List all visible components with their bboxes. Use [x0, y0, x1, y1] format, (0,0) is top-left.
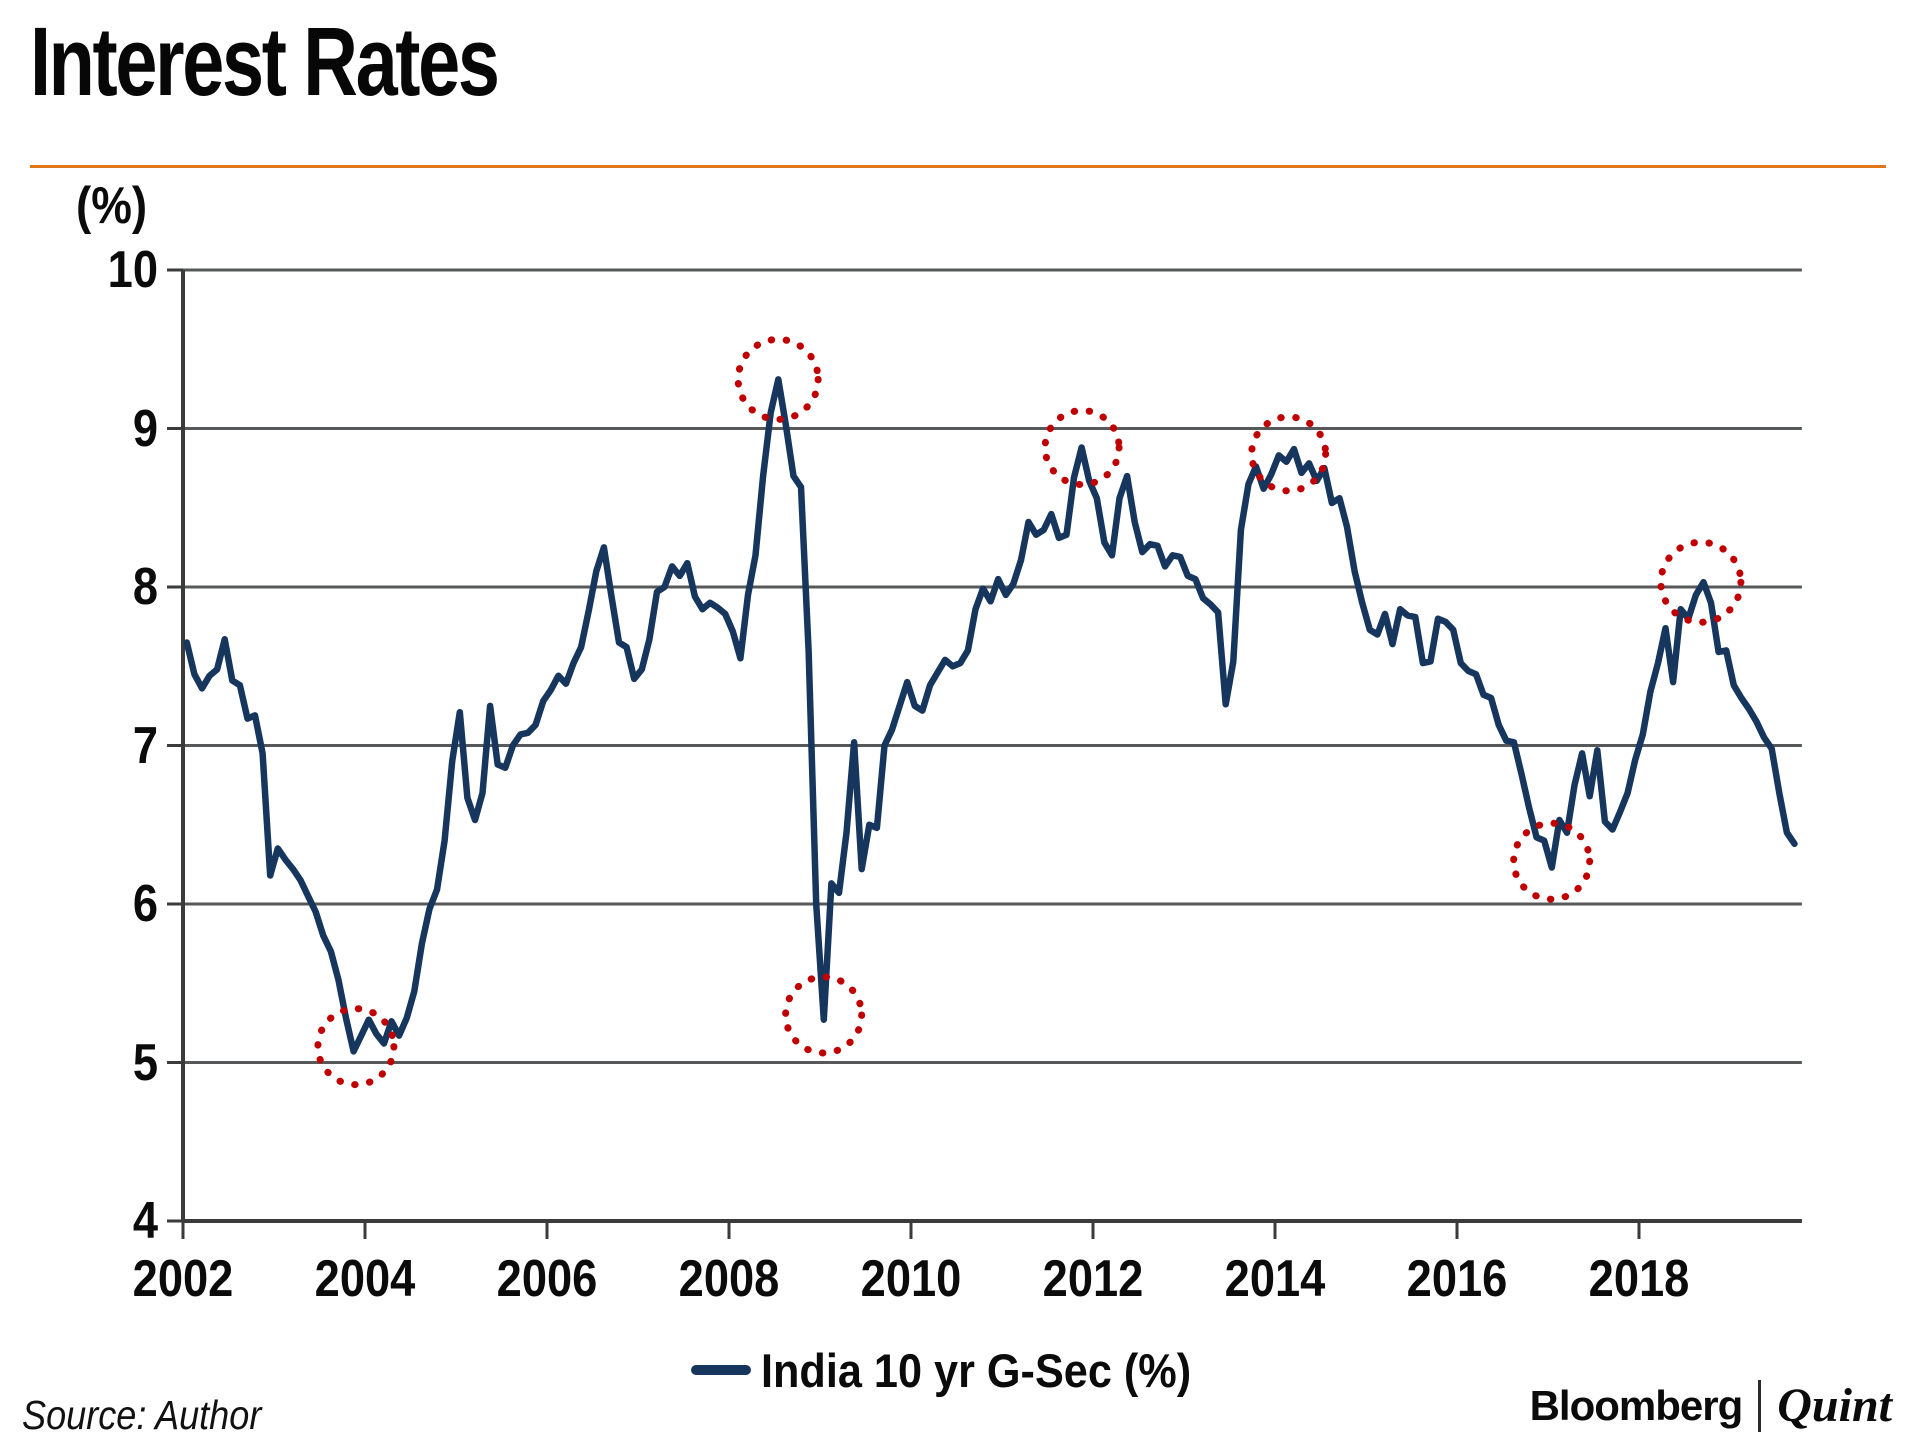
x-tick-label-2006: 2006 — [496, 1250, 598, 1308]
annotation-circle-trough-2003 — [314, 1005, 398, 1089]
annotation-circle-peak-2011 — [1041, 407, 1123, 489]
y-tick-label-7: 7 — [132, 716, 158, 775]
legend-line-marker — [691, 1365, 752, 1375]
chart-legend: India 10 yr G-Sec (%) — [0, 1338, 1920, 1402]
quint-wordmark: Quint — [1777, 1379, 1892, 1432]
y-tick-label-8: 8 — [132, 558, 158, 616]
y-tick-label-4: 4 — [132, 1192, 158, 1250]
annotation-circle-peak-2008 — [734, 335, 822, 423]
x-tick-label-2004: 2004 — [314, 1250, 416, 1308]
legend-series-label: India 10 yr G-Sec (%) — [761, 1343, 1192, 1397]
bloomberg-quint-logo: Bloomberg Quint — [1530, 1378, 1892, 1433]
accent-divider — [30, 165, 1886, 168]
x-tick-label-2008: 2008 — [678, 1250, 780, 1308]
x-tick-label-2018: 2018 — [1588, 1250, 1690, 1308]
annotation-circle-peak-2018 — [1657, 538, 1745, 626]
logo-divider-bar — [1758, 1379, 1762, 1432]
x-tick-label-2014: 2014 — [1224, 1250, 1326, 1308]
source-credit: Source: Author — [22, 1392, 262, 1438]
x-tick-label-2002: 2002 — [132, 1250, 234, 1308]
annotation-circle-trough-2017 — [1510, 819, 1594, 903]
x-tick-label-2012: 2012 — [1042, 1250, 1144, 1308]
page-title: Interest Rates — [30, 7, 500, 116]
y-tick-label-10: 10 — [107, 241, 158, 299]
x-tick-label-2016: 2016 — [1406, 1250, 1508, 1308]
y-tick-label-5: 5 — [132, 1033, 158, 1092]
x-tick-label-2010: 2010 — [860, 1250, 962, 1308]
y-tick-label-9: 9 — [132, 399, 158, 458]
annotation-circle-trough-2009 — [782, 973, 866, 1057]
bloomberg-wordmark: Bloomberg — [1529, 1381, 1744, 1429]
y-axis-unit-label: (%) — [76, 177, 148, 235]
y-tick-label-6: 6 — [132, 875, 158, 933]
series-india-10yr-gsec — [183, 376, 1798, 1055]
annotation-circle-peak-2014 — [1248, 413, 1330, 495]
